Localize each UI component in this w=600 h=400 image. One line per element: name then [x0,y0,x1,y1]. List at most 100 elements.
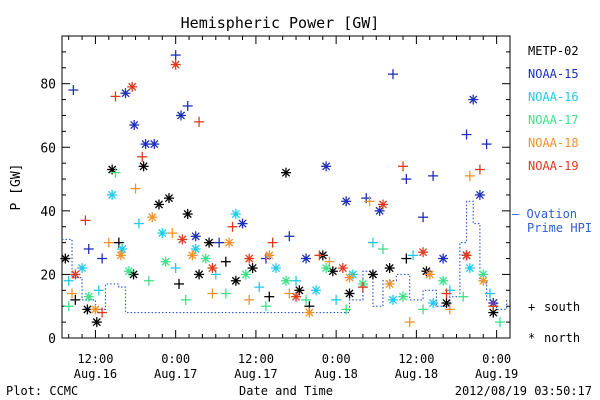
y-tick-label: 0 [48,332,56,347]
data-point-noaa-18 [90,304,101,315]
x-tick-label-time: 0:00 [482,352,511,366]
x-tick-label-date: Aug.16 [74,367,117,381]
data-point-noaa-16 [63,275,74,286]
data-point-noaa-16 [93,285,104,296]
y-tick-label: 20 [40,268,56,283]
x-tick-label-time: 12:00 [77,352,113,366]
data-point-noaa-15 [461,129,472,140]
legend-item-noaa-17: NOAA-17 [528,113,579,127]
data-point-noaa-17 [458,291,469,302]
legend-item-noaa-19: NOAA-19 [528,159,579,173]
data-point-metp-02 [194,269,205,280]
data-point-noaa-18 [404,317,415,328]
data-point-noaa-19 [418,247,429,258]
data-point-metp-02 [220,256,231,267]
data-point-noaa-17 [438,275,449,286]
data-point-noaa-19 [461,250,472,261]
data-point-noaa-19 [80,215,91,226]
x-axis: 12:00Aug.160:00Aug.1712:00Aug.170:00Aug.… [68,36,518,381]
data-point-noaa-15 [190,231,201,242]
data-point-noaa-18 [424,269,435,280]
data-point-noaa-19 [227,221,238,232]
data-point-noaa-17 [240,269,251,280]
data-point-noaa-17 [494,317,505,328]
data-point-noaa-17 [321,263,332,274]
data-point-noaa-18 [264,250,275,261]
data-point-noaa-15 [120,88,131,99]
data-point-noaa-15 [481,139,492,150]
footer-plot-credit: Plot: CCMC [6,384,78,398]
data-point-noaa-16 [311,285,322,296]
data-point-noaa-16 [484,288,495,299]
legend-item-metp-02: METP-02 [528,44,579,58]
data-point-noaa-18 [464,170,475,181]
data-point-noaa-18 [67,288,78,299]
data-point-metp-02 [174,278,185,289]
data-point-noaa-15 [438,253,449,264]
data-point-metp-02 [60,253,71,264]
data-point-noaa-17 [398,291,409,302]
data-point-noaa-15 [214,237,225,248]
data-point-noaa-17 [200,253,211,264]
data-point-noaa-15 [387,69,398,80]
data-point-noaa-17 [63,301,74,312]
data-point-noaa-16 [408,250,419,261]
legend-item-noaa-16: NOAA-16 [528,90,579,104]
data-point-noaa-19 [488,301,499,312]
legend-item-noaa-15: NOAA-15 [528,67,579,81]
data-point-noaa-19 [137,151,148,162]
data-point-metp-02 [344,288,355,299]
data-point-noaa-17 [110,167,121,178]
chart-title: Hemispheric Power [GW] [181,14,380,32]
data-point-noaa-19 [110,91,121,102]
data-point-noaa-19 [398,161,409,172]
data-point-metp-02 [107,164,118,175]
data-point-noaa-17 [160,256,171,267]
marker-legend-north-label: north [544,331,580,345]
data-point-noaa-19 [337,263,348,274]
data-point-noaa-15 [182,100,193,111]
data-point-noaa-19 [244,253,255,264]
data-point-noaa-18 [103,237,114,248]
x-tick-label-date: Aug.18 [314,367,357,381]
data-point-metp-02 [91,317,102,328]
data-point-metp-02 [204,237,215,248]
footer-timestamp: 2012/08/19 03:50:17 [455,384,592,398]
x-tick-label-date: Aug.17 [234,367,277,381]
data-point-noaa-16 [230,209,241,220]
x-tick-label-time: 0:00 [161,352,190,366]
data-point-noaa-16 [157,228,168,239]
x-tick-label-time: 12:00 [398,352,434,366]
data-point-noaa-19 [314,250,325,261]
data-point-noaa-19 [127,81,138,92]
x-tick-label-date: Aug.19 [475,367,518,381]
data-point-noaa-16 [331,294,342,305]
data-point-noaa-16 [107,189,118,200]
y-tick-label: 80 [40,78,56,93]
data-point-metp-02 [230,275,241,286]
ovation-hpi-path [62,200,508,314]
data-point-noaa-17 [301,294,312,305]
data-point-noaa-19 [97,307,108,318]
data-point-noaa-19 [177,234,188,245]
data-point-noaa-15 [418,212,429,223]
data-point-metp-02 [247,263,258,274]
marker-legend-south-symbol: + [528,300,535,314]
data-point-noaa-15 [170,50,181,61]
data-point-noaa-15 [301,253,312,264]
data-point-noaa-16 [464,263,475,274]
data-point-noaa-18 [147,212,158,223]
data-point-metp-02 [401,253,412,264]
data-point-noaa-18 [344,272,355,283]
data-point-noaa-18 [304,307,315,318]
data-point-noaa-18 [207,288,218,299]
data-point-noaa-17 [220,288,231,299]
data-point-noaa-15 [237,218,248,229]
data-point-noaa-18 [115,250,126,261]
data-point-noaa-15 [428,170,439,181]
data-point-noaa-17 [377,243,388,254]
data-point-noaa-15 [474,189,485,200]
data-point-noaa-18 [224,237,235,248]
data-point-noaa-15 [83,243,94,254]
ovation-legend-line2: Prime HPI [527,221,592,235]
